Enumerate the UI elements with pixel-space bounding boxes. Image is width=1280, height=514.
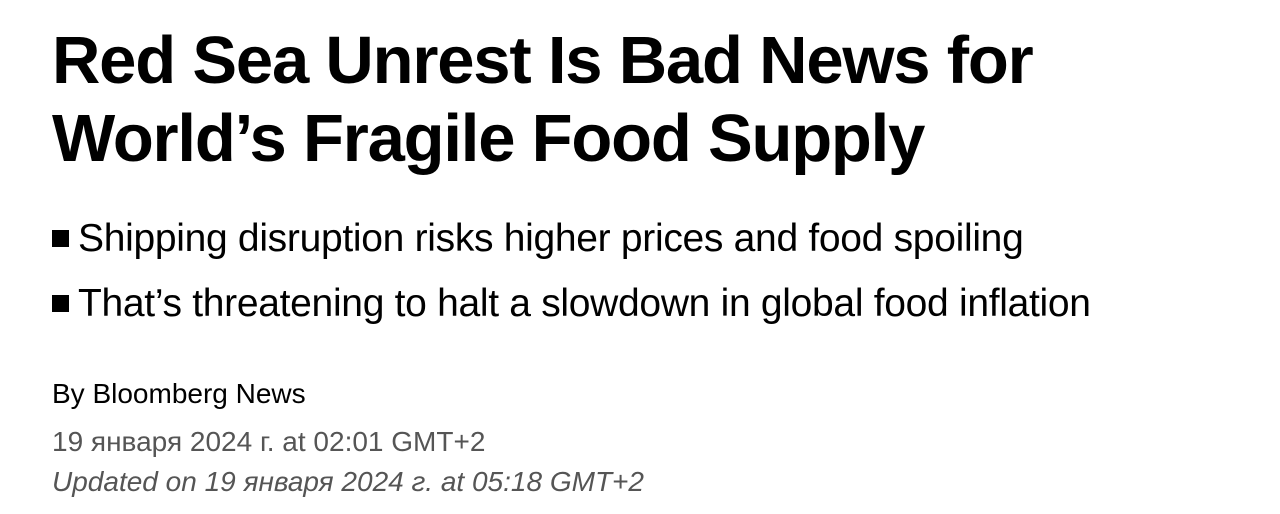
bullet-item: That’s threatening to halt a slowdown in… [52, 271, 1091, 336]
summary-bullets: Shipping disruption risks higher prices … [52, 206, 1091, 336]
headline-line-2: World’s Fragile Food Supply [52, 101, 925, 176]
bullet-text: Shipping disruption risks higher prices … [78, 217, 1024, 260]
square-bullet-icon [52, 230, 69, 247]
bullet-text: That’s threatening to halt a slowdown in… [78, 282, 1091, 325]
square-bullet-icon [52, 295, 69, 312]
byline[interactable]: By Bloomberg News [52, 378, 306, 409]
headline: Red Sea Unrest Is Bad News for World’s F… [52, 22, 1252, 178]
published-date: 19 января 2024 г. at 02:01 GMT+2 [52, 426, 486, 457]
updated-date: Updated on 19 января 2024 г. at 05:18 GM… [52, 466, 644, 497]
bullet-item: Shipping disruption risks higher prices … [52, 206, 1091, 271]
headline-line-1: Red Sea Unrest Is Bad News for [52, 23, 1034, 98]
